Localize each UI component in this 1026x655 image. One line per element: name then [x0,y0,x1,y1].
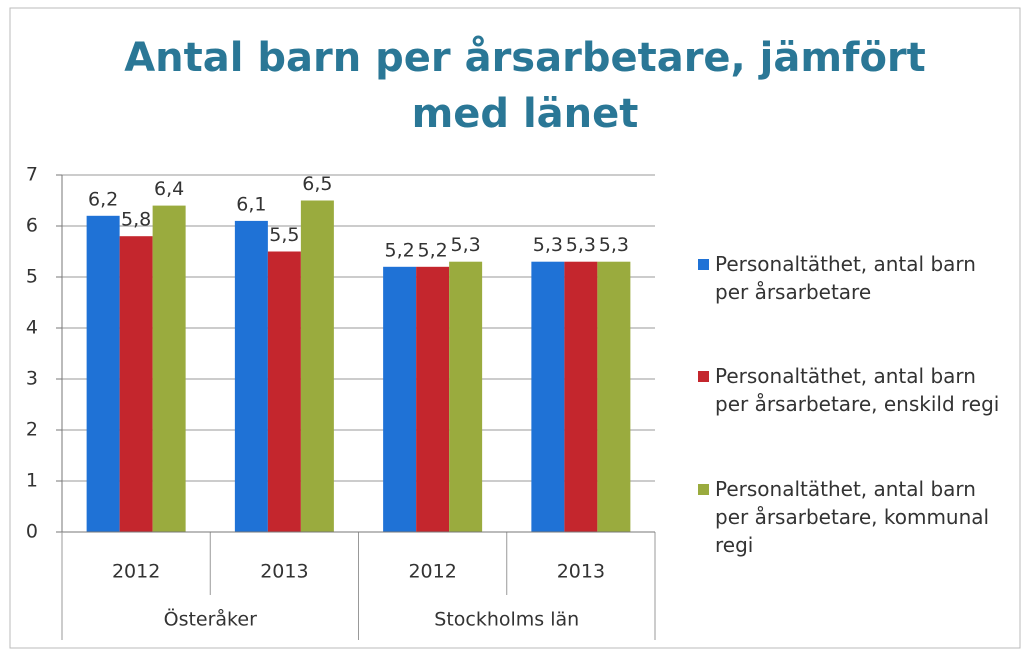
bar [531,261,565,532]
bar [234,220,268,532]
data-label: 5,8 [121,209,151,231]
data-label: 5,5 [269,224,299,246]
y-tick-label: 0 [26,521,38,543]
legend-label: Personaltäthet, antal barn per årsarbeta… [715,477,990,557]
data-label: 5,3 [451,234,481,256]
data-label: 5,3 [599,234,629,256]
bar [119,236,153,532]
bar [300,200,334,532]
x-tick-label: 2012 [408,561,456,583]
group-label: Österåker [164,608,257,631]
legend-label: Personaltäthet, antal barn per årsarbeta… [715,252,976,304]
x-tick-label: 2012 [112,561,160,583]
y-tick-label: 4 [26,317,38,339]
data-label: 5,3 [533,234,563,256]
legend-item: Personaltäthet, antal barn per årsarbeta… [698,250,1003,306]
bar [383,266,417,532]
x-tick-label: 2013 [260,561,308,583]
group-label: Stockholms län [434,609,579,631]
chart-border [9,7,1021,649]
bar [152,205,186,532]
bar [449,261,483,532]
legend-item: Personaltäthet, antal barn per årsarbeta… [698,475,1003,559]
bar [597,261,631,532]
data-label: 6,5 [302,173,332,195]
bar [86,215,120,533]
data-label: 6,1 [236,193,266,215]
data-label: 5,2 [385,239,415,261]
data-label: 6,2 [88,188,118,210]
x-tick-label: 2013 [557,561,605,583]
data-label: 5,2 [418,239,448,261]
y-tick-label: 1 [26,470,38,492]
bar [267,251,301,532]
y-tick-label: 2 [26,419,38,441]
y-tick-label: 7 [26,164,38,186]
legend-swatch [698,259,709,270]
data-label: 5,3 [566,234,596,256]
legend-label: Personaltäthet, antal barn per årsarbeta… [715,364,1000,416]
legend-item: Personaltäthet, antal barn per årsarbeta… [698,362,1003,418]
bar [416,266,450,532]
bar [564,261,598,532]
data-label: 6,4 [154,178,184,200]
y-tick-label: 3 [26,368,38,390]
chart-title: Antal barn per årsarbetare, jämfört med … [124,35,926,137]
y-tick-label: 6 [26,215,38,237]
legend-swatch [698,371,709,382]
legend-swatch [698,484,709,495]
y-tick-label: 5 [26,266,38,288]
